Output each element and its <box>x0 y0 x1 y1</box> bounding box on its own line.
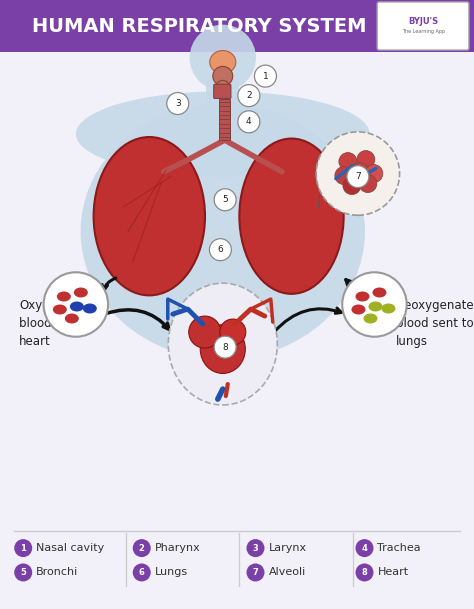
Text: The Learning App: The Learning App <box>402 29 445 35</box>
FancyBboxPatch shape <box>214 84 231 99</box>
Text: 1: 1 <box>20 544 26 552</box>
Text: 5: 5 <box>222 195 228 204</box>
Text: 4: 4 <box>362 544 367 552</box>
Ellipse shape <box>382 303 395 314</box>
Circle shape <box>210 239 231 261</box>
Circle shape <box>214 189 236 211</box>
Text: HUMAN RESPIRATORY SYSTEM: HUMAN RESPIRATORY SYSTEM <box>32 16 366 35</box>
Circle shape <box>316 132 400 215</box>
Circle shape <box>335 167 353 185</box>
Ellipse shape <box>70 301 84 311</box>
Bar <box>219 99 230 140</box>
Ellipse shape <box>351 304 365 314</box>
Ellipse shape <box>239 139 344 294</box>
Circle shape <box>343 177 361 194</box>
Ellipse shape <box>65 314 79 323</box>
Text: 3: 3 <box>175 99 181 108</box>
Text: 6: 6 <box>218 245 223 254</box>
Circle shape <box>359 175 377 192</box>
Ellipse shape <box>210 51 236 74</box>
Text: Nasal cavity: Nasal cavity <box>36 543 104 553</box>
FancyBboxPatch shape <box>206 79 239 122</box>
FancyBboxPatch shape <box>377 2 469 50</box>
Text: 7: 7 <box>253 568 258 577</box>
Ellipse shape <box>168 283 277 405</box>
Circle shape <box>238 111 260 133</box>
Ellipse shape <box>213 66 233 86</box>
Ellipse shape <box>216 80 229 94</box>
Text: 7: 7 <box>355 172 361 181</box>
Ellipse shape <box>200 325 245 373</box>
Text: Deoxygenated
blood sent to
lungs: Deoxygenated blood sent to lungs <box>396 300 474 348</box>
Ellipse shape <box>368 301 383 311</box>
Text: 8: 8 <box>222 343 228 351</box>
Ellipse shape <box>373 287 386 298</box>
Text: Oxygenated
blood sent to
heart: Oxygenated blood sent to heart <box>19 300 97 348</box>
Circle shape <box>339 153 357 171</box>
Ellipse shape <box>74 287 88 298</box>
Text: Bronchi: Bronchi <box>36 568 79 577</box>
Text: Larynx: Larynx <box>268 543 307 553</box>
Text: BYJU'S: BYJU'S <box>408 18 438 27</box>
Text: 4: 4 <box>246 118 252 126</box>
Circle shape <box>357 150 375 169</box>
Circle shape <box>246 563 264 582</box>
Circle shape <box>347 166 369 188</box>
Text: 3: 3 <box>253 544 258 552</box>
Circle shape <box>246 539 264 557</box>
Circle shape <box>167 93 189 114</box>
Ellipse shape <box>53 304 67 314</box>
Ellipse shape <box>81 104 365 359</box>
Ellipse shape <box>57 292 71 301</box>
Text: 1: 1 <box>263 72 268 80</box>
Circle shape <box>342 272 407 337</box>
Text: 6: 6 <box>139 568 145 577</box>
Ellipse shape <box>356 292 369 301</box>
Circle shape <box>356 539 374 557</box>
Ellipse shape <box>83 303 97 314</box>
Circle shape <box>351 163 369 180</box>
Text: 2: 2 <box>246 91 252 100</box>
Circle shape <box>356 563 374 582</box>
Circle shape <box>238 85 260 107</box>
Circle shape <box>44 272 108 337</box>
Circle shape <box>255 65 276 87</box>
Circle shape <box>365 164 383 183</box>
Circle shape <box>14 539 32 557</box>
Circle shape <box>133 539 151 557</box>
Ellipse shape <box>76 91 370 177</box>
Circle shape <box>14 563 32 582</box>
Text: Lungs: Lungs <box>155 568 188 577</box>
Text: 5: 5 <box>20 568 26 577</box>
Text: Pharynx: Pharynx <box>155 543 201 553</box>
Ellipse shape <box>93 137 205 295</box>
Circle shape <box>220 319 246 345</box>
Text: 2: 2 <box>139 544 145 552</box>
Text: Alveoli: Alveoli <box>268 568 306 577</box>
Text: Trachea: Trachea <box>377 543 421 553</box>
Circle shape <box>214 336 236 358</box>
Circle shape <box>133 563 151 582</box>
Text: Heart: Heart <box>377 568 409 577</box>
Circle shape <box>189 316 221 348</box>
Text: 8: 8 <box>362 568 367 577</box>
Ellipse shape <box>364 314 377 323</box>
Circle shape <box>190 25 256 91</box>
FancyBboxPatch shape <box>0 0 474 52</box>
